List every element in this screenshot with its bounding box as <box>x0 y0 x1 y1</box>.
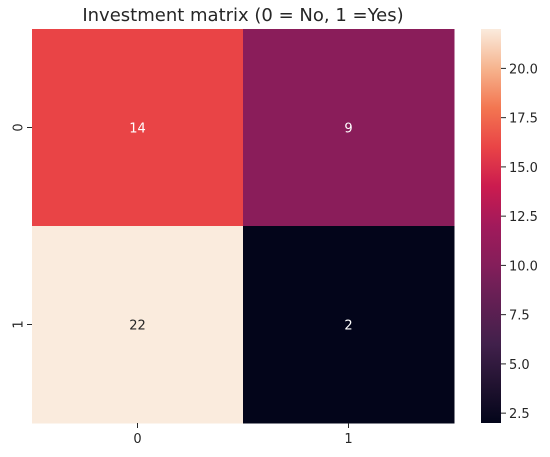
y-tick-label: 0 <box>12 123 27 131</box>
colorbar-tick-label: 17.5 <box>509 112 538 127</box>
colorbar-tick-label: 10.0 <box>509 259 538 274</box>
cell-annotation-r0-c1: 9 <box>344 122 352 137</box>
colorbar-tick-label: 20.0 <box>509 62 538 77</box>
colorbar-tick-label: 12.5 <box>509 210 538 225</box>
heatmap-cell-r1-c1 <box>243 226 455 424</box>
cell-annotation-r1-c0: 22 <box>129 319 146 334</box>
cell-annotation-r1-c1: 2 <box>344 319 352 334</box>
cell-annotation-r0-c0: 14 <box>129 122 146 137</box>
heatmap-cell-r0-c0 <box>32 29 244 227</box>
x-tick-label: 0 <box>133 432 141 447</box>
colorbar-tick-label: 2.5 <box>509 407 530 422</box>
chart-title: Investment matrix (0 = No, 1 =Yes) <box>82 5 403 26</box>
heatmap-cell-r0-c1 <box>243 29 455 227</box>
colorbar-tick-label: 15.0 <box>509 161 538 176</box>
heatmap-cell-r1-c0 <box>32 226 244 424</box>
y-tick-label: 1 <box>12 320 27 328</box>
x-tick-label: 1 <box>344 432 352 447</box>
colorbar <box>481 29 501 423</box>
colorbar-tick-label: 5.0 <box>509 358 530 373</box>
colorbar-tick-label: 7.5 <box>509 309 530 324</box>
